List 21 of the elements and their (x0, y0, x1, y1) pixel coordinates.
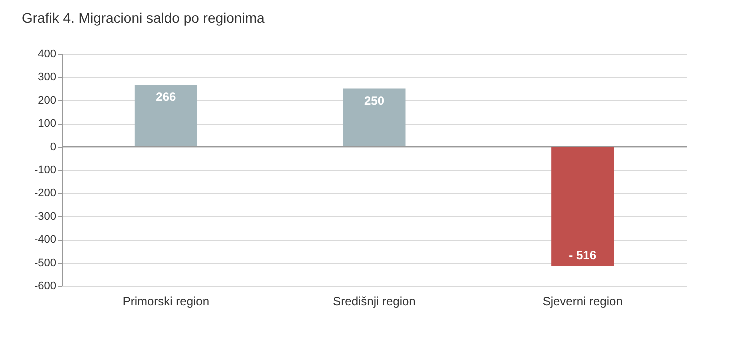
y-tick-label: 400 (38, 48, 56, 60)
data-label: 266 (156, 90, 176, 104)
chart-title: Grafik 4. Migracioni saldo po regionima (22, 10, 265, 26)
x-tick-label: Središnji region (333, 294, 416, 308)
bar (134, 85, 198, 147)
x-tick-label: Primorski region (122, 294, 210, 308)
y-tick-label: 0 (50, 141, 56, 154)
bar (343, 88, 406, 147)
y-tick-label: 200 (38, 94, 56, 107)
y-tick-label: -400 (34, 234, 56, 246)
y-tick-label: -200 (34, 188, 56, 200)
y-tick-label: -100 (34, 164, 56, 176)
y-tick-label: -300 (34, 210, 56, 223)
x-tick-label: Sjeverni region (542, 294, 623, 308)
y-tick-label: -600 (34, 280, 56, 292)
y-tick-label: 300 (38, 72, 56, 84)
bar (552, 146, 614, 267)
data-label: - 516 (569, 248, 597, 263)
y-tick-label: -500 (34, 257, 56, 270)
data-label: 250 (364, 94, 385, 108)
y-tick-label: 100 (38, 118, 56, 130)
